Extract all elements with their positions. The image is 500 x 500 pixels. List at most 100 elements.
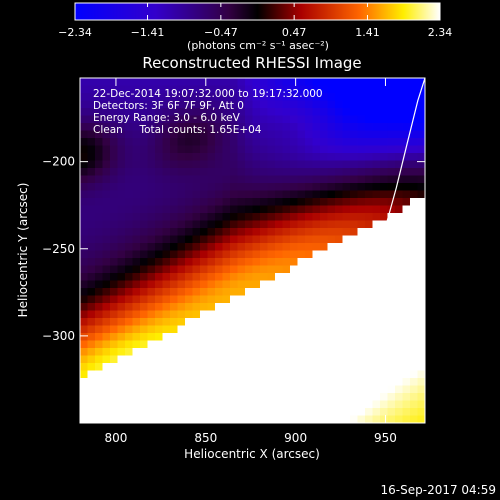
heatmap-cell [305,198,314,207]
heatmap-cell [252,408,261,417]
heatmap-cell [177,205,186,214]
heatmap-cell [245,85,254,94]
heatmap-cell [342,273,351,282]
heatmap-cell [140,363,149,372]
heatmap-cell [372,333,381,342]
heatmap-cell [335,378,344,387]
heatmap-cell [395,363,404,372]
heatmap-cell [87,235,96,244]
heatmap-cell [267,198,276,207]
heatmap-cell [342,415,351,423]
heatmap-cell [245,400,254,409]
heatmap-cell [290,175,299,184]
heatmap-cell [305,363,314,372]
heatmap-cell [170,243,179,252]
heatmap-cell [230,400,239,409]
heatmap-cell [147,378,156,387]
heatmap-cell [110,123,119,132]
heatmap-cell [260,385,269,394]
heatmap-cell [380,273,389,282]
heatmap-cell [230,85,239,94]
heatmap-cell [80,85,89,94]
heatmap-cell [365,78,374,87]
heatmap-cell [140,385,149,394]
heatmap-cell [207,213,216,222]
heatmap-cell [402,93,411,102]
heatmap-cell [237,280,246,289]
heatmap-cell [342,408,351,417]
heatmap-cell [380,310,389,319]
heatmap-cell [207,288,216,297]
heatmap-cell [200,303,209,312]
heatmap-cell [117,108,126,117]
heatmap-cell [147,393,156,402]
heatmap-cell [237,393,246,402]
heatmap-cell [275,130,284,139]
heatmap-cell [170,370,179,379]
heatmap-cell [155,250,164,259]
heatmap-cell [275,160,284,169]
heatmap-cell [417,325,425,334]
heatmap-cell [305,160,314,169]
timestamp: 16-Sep-2017 04:59 [381,483,496,497]
heatmap-cell [245,93,254,102]
heatmap-cell [312,220,321,229]
heatmap-cell [162,220,171,229]
heatmap-cell [177,160,186,169]
heatmap-cell [102,333,111,342]
heatmap-cell [147,153,156,162]
heatmap-cell [117,265,126,274]
heatmap-cell [395,295,404,304]
heatmap-cell [402,78,411,87]
heatmap-cell [222,250,231,259]
heatmap-cell [372,213,381,222]
heatmap-cell [297,183,306,192]
heatmap-cell [140,115,149,124]
heatmap-cell [327,363,336,372]
heatmap-cell [350,243,359,252]
heatmap-cell [110,93,119,102]
heatmap-cell [260,213,269,222]
heatmap-cell [350,228,359,237]
heatmap-cell [260,138,269,147]
heatmap-cell [237,333,246,342]
heatmap-cell [102,145,111,154]
heatmap-cell [357,183,366,192]
heatmap-cell [350,280,359,289]
heatmap-cell [267,273,276,282]
chart-title: Reconstructed RHESSI Image [142,54,361,72]
heatmap-cell [387,228,396,237]
heatmap-cell [80,303,89,312]
heatmap-cell [207,385,216,394]
heatmap-cell [282,183,291,192]
heatmap-cell [275,333,284,342]
heatmap-cell [342,153,351,162]
heatmap-cell [102,265,111,274]
heatmap-cell [140,220,149,229]
heatmap-cell [252,355,261,364]
heatmap-cell [80,115,89,124]
heatmap-cell [117,370,126,379]
heatmap-cell [290,265,299,274]
heatmap-cell [207,280,216,289]
heatmap-cell [312,273,321,282]
heatmap-cell [252,348,261,357]
heatmap-cell [260,153,269,162]
heatmap-cell [215,385,224,394]
heatmap-cell [80,265,89,274]
heatmap-cell [342,243,351,252]
heatmap-cell [230,348,239,357]
heatmap-cell [410,160,419,169]
heatmap-cell [290,228,299,237]
heatmap-cell [282,288,291,297]
heatmap-cell [350,220,359,229]
heatmap-cell [245,340,254,349]
heatmap-cell [267,348,276,357]
heatmap-cell [402,340,411,349]
annotation-time-range: 22-Dec-2014 19:07:32.000 to 19:17:32.000 [93,88,323,100]
heatmap-cell [350,100,359,109]
heatmap-cell [222,340,231,349]
heatmap-cell [312,250,321,259]
heatmap-cell [395,145,404,154]
heatmap-cell [417,348,425,357]
